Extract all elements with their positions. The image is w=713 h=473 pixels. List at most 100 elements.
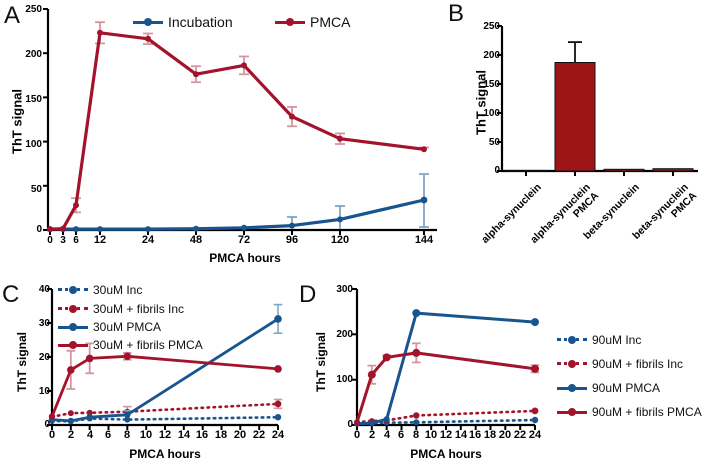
legend-marker-dotted-icon (58, 284, 88, 296)
panel-c-xtick: 14 (177, 429, 191, 441)
panel-a-xtick: 120 (330, 234, 350, 246)
legend-marker-line-icon (133, 16, 163, 28)
panel-c-ytick: 40 (38, 284, 50, 295)
panel-a-ytick: 100 (25, 139, 42, 150)
legend-marker-line-icon (557, 406, 587, 418)
panel-a-xtick: 48 (189, 234, 203, 246)
panel-a-xtick: 144 (414, 234, 434, 246)
panel-a-legend-label-incubation: Incubation (168, 14, 233, 30)
panel-c-xtick: 12 (158, 429, 172, 441)
panel-d-xtick: 8 (412, 429, 420, 441)
panel-a-ytick: 0 (36, 224, 42, 235)
panel-c-legend-label-0: 30uM Inc (93, 283, 143, 297)
panel-d: D ThT signal 300 200 100 0 (295, 275, 713, 473)
panel-b-ytick: 50 (488, 137, 500, 148)
panel-a-ytick: 150 (25, 94, 42, 105)
panel-a-xtick: 12 (93, 234, 107, 246)
panel-c-xtick: 10 (139, 429, 153, 441)
panel-c-ytick: 30 (38, 318, 50, 329)
panel-c-xtick: 8 (123, 429, 131, 441)
panel-b-ytick: 250 (483, 21, 500, 32)
panel-b-ytick: 200 (483, 50, 500, 61)
panel-d-xlabel: PMCA hours (410, 447, 482, 461)
panel-c-xtick: 24 (271, 429, 285, 441)
panel-b-plot (497, 25, 698, 176)
panel-c-xtick: 20 (233, 429, 247, 441)
panel-c-xtick: 16 (195, 429, 209, 441)
panel-d-xtick: 20 (498, 429, 512, 441)
panel-c-xtick: 6 (104, 429, 112, 441)
panel-d-xtick: 10 (424, 429, 438, 441)
panel-d-xtick: 4 (383, 429, 391, 441)
panel-c-legend-label-3: 30uM + fibrils PMCA (93, 338, 203, 352)
panel-d-legend-label-1: 90uM + fibrils Inc (592, 357, 684, 371)
panel-b-ytick: 150 (483, 79, 500, 90)
panel-c-xtick: 18 (214, 429, 228, 441)
panel-c-legend-label-1: 30uM + fibrils Inc (93, 302, 185, 316)
panel-c-plot (47, 288, 283, 430)
panel-a-xtick: 96 (285, 234, 299, 246)
panel-d-xtick: 6 (397, 429, 405, 441)
panel-a-xtick: 3 (60, 235, 66, 246)
panel-a-xtick: 0 (47, 235, 53, 246)
legend-marker-line-icon (58, 321, 88, 333)
panel-a-legend-item-incubation[interactable]: Incubation (133, 14, 233, 30)
legend-marker-line-icon (58, 339, 88, 351)
panel-d-legend-item-2[interactable]: 90uM PMCA (557, 381, 660, 395)
legend-marker-dotted-icon (58, 303, 88, 315)
panel-c-ytick: 20 (38, 352, 50, 363)
panel-d-legend-item-1[interactable]: 90uM + fibrils Inc (557, 357, 683, 371)
panel-c-xlabel: PMCA hours (129, 447, 201, 461)
panel-c-legend-label-2: 30uM PMCA (93, 320, 162, 334)
panel-d-plot (352, 288, 540, 430)
panel-d-xtick: 16 (468, 429, 482, 441)
panel-b-ytick: 100 (483, 108, 500, 119)
legend-marker-line-icon (557, 382, 587, 394)
panel-a-xtick: 24 (141, 234, 155, 246)
panel-c-xtick: 0 (48, 429, 56, 441)
panel-d-legend-item-3[interactable]: 90uM + fibrils PMCA (557, 405, 702, 419)
legend-marker-dotted-icon (557, 358, 587, 370)
panel-a-ytick: 50 (30, 184, 42, 195)
panel-a-ytick: 250 (25, 4, 42, 15)
panel-c-xtick: 2 (67, 429, 75, 441)
panel-d-legend-label-3: 90uM + fibrils PMCA (592, 405, 702, 419)
panel-d-ytick: 200 (336, 329, 353, 340)
legend-marker-line-icon (275, 16, 305, 28)
panel-a-xtick: 6 (73, 235, 79, 246)
panel-a-xtick: 72 (237, 234, 251, 246)
panel-d-legend-label-2: 90uM PMCA (592, 381, 661, 395)
panel-c-legend-item-0[interactable]: 30uM Inc (58, 283, 142, 297)
panel-d-ytick: 300 (336, 284, 353, 295)
panel-a-letter: A (4, 2, 21, 29)
panel-c-legend-item-1[interactable]: 30uM + fibrils Inc (58, 302, 184, 316)
panel-d-xtick: 2 (368, 429, 376, 441)
panel-d-xtick: 24 (528, 429, 542, 441)
panel-a-ytick: 200 (25, 49, 42, 60)
panel-a-plot (43, 8, 437, 235)
panel-c-legend-item-3[interactable]: 30uM + fibrils PMCA (58, 338, 203, 352)
panel-d-xtick: 18 (483, 429, 497, 441)
panel-d-ytick: 0 (347, 419, 353, 430)
panel-c: C ThT signal 40 30 20 10 0 (0, 275, 300, 473)
panel-a: A Incubation PMCA ThT signal 250 200 150… (0, 0, 440, 265)
panel-c-legend-item-2[interactable]: 30uM PMCA (58, 320, 161, 334)
panel-c-xtick: 22 (252, 429, 266, 441)
legend-marker-dotted-icon (557, 334, 587, 346)
panel-d-ytick: 100 (336, 374, 353, 385)
panel-a-legend-label-pmca: PMCA (310, 14, 351, 30)
panel-a-legend-item-pmca[interactable]: PMCA (275, 14, 350, 30)
panel-d-xtick: 22 (513, 429, 527, 441)
panel-d-xtick: 0 (353, 429, 361, 441)
panel-d-letter: D (299, 281, 317, 308)
panel-c-letter: C (2, 281, 20, 308)
panel-b: B ThT signal 250 200 150 100 50 0 (440, 0, 713, 262)
panel-d-legend-item-0[interactable]: 90uM Inc (557, 333, 641, 347)
panel-c-ytick: 10 (38, 386, 50, 397)
panel-c-xtick: 4 (86, 429, 94, 441)
panel-b-letter: B (448, 0, 465, 27)
panel-a-xlabel: PMCA hours (209, 251, 281, 265)
panel-d-legend-label-0: 90uM Inc (592, 333, 642, 347)
panel-d-xtick: 12 (439, 429, 453, 441)
